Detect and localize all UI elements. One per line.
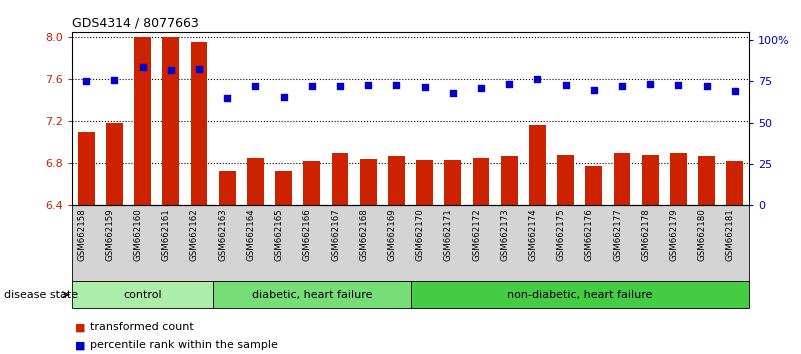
Point — [503, 81, 516, 87]
Bar — [78, 132, 95, 205]
Point — [80, 78, 93, 84]
Text: GSM662170: GSM662170 — [416, 208, 425, 261]
Bar — [473, 158, 489, 205]
Point — [333, 83, 346, 88]
Bar — [670, 153, 687, 205]
Text: GSM662166: GSM662166 — [303, 208, 312, 261]
Point — [249, 84, 262, 89]
Bar — [727, 161, 743, 205]
Text: GSM662176: GSM662176 — [585, 208, 594, 261]
Bar — [417, 160, 433, 205]
Text: GSM662163: GSM662163 — [218, 208, 227, 261]
Text: disease state: disease state — [4, 290, 78, 300]
Point — [164, 67, 177, 73]
Text: GSM662167: GSM662167 — [331, 208, 340, 261]
Point — [728, 88, 741, 93]
Bar — [276, 171, 292, 205]
Bar — [332, 153, 348, 205]
Text: non-diabetic, heart failure: non-diabetic, heart failure — [507, 290, 653, 300]
Point — [108, 77, 121, 83]
Bar — [698, 156, 715, 205]
Bar — [445, 160, 461, 205]
Text: GSM662171: GSM662171 — [444, 208, 453, 261]
Point — [531, 76, 544, 82]
Bar — [529, 125, 545, 205]
Text: GDS4314 / 8077663: GDS4314 / 8077663 — [72, 16, 199, 29]
Bar — [642, 155, 658, 205]
Bar — [106, 123, 123, 205]
Text: GSM662177: GSM662177 — [613, 208, 622, 261]
Point — [221, 95, 234, 101]
Text: GSM662178: GSM662178 — [642, 208, 650, 261]
Point — [418, 84, 431, 90]
Text: GSM662174: GSM662174 — [529, 208, 537, 261]
Point — [700, 83, 713, 88]
Text: GSM662181: GSM662181 — [726, 208, 735, 261]
Point — [559, 82, 572, 87]
Text: GSM662164: GSM662164 — [247, 208, 256, 261]
Point — [362, 82, 375, 87]
Bar — [134, 37, 151, 205]
Bar — [360, 159, 376, 205]
Bar — [388, 156, 405, 205]
Point — [616, 83, 629, 88]
Text: diabetic, heart failure: diabetic, heart failure — [252, 290, 372, 300]
Point — [277, 94, 290, 100]
Text: GSM662175: GSM662175 — [557, 208, 566, 261]
Text: GSM662169: GSM662169 — [388, 208, 396, 261]
Point — [390, 82, 403, 87]
Bar — [304, 161, 320, 205]
Point — [475, 85, 488, 91]
Point — [587, 87, 600, 92]
Bar — [247, 158, 264, 205]
Text: GSM662158: GSM662158 — [77, 208, 87, 261]
Text: GSM662162: GSM662162 — [190, 208, 199, 261]
Bar — [191, 42, 207, 205]
Text: GSM662173: GSM662173 — [500, 208, 509, 261]
Text: transformed count: transformed count — [90, 322, 194, 332]
Text: ■: ■ — [74, 322, 85, 332]
Text: ■: ■ — [74, 340, 85, 350]
Text: percentile rank within the sample: percentile rank within the sample — [90, 340, 278, 350]
Text: control: control — [123, 290, 162, 300]
Point — [192, 66, 205, 72]
Text: GSM662168: GSM662168 — [359, 208, 368, 261]
Text: GSM662160: GSM662160 — [134, 208, 143, 261]
Text: GSM662165: GSM662165 — [275, 208, 284, 261]
Point — [305, 83, 318, 88]
Bar — [557, 155, 574, 205]
Text: GSM662159: GSM662159 — [106, 208, 115, 261]
Text: GSM662172: GSM662172 — [472, 208, 481, 261]
Bar — [614, 153, 630, 205]
Point — [446, 90, 459, 96]
Point — [644, 81, 657, 87]
Point — [672, 82, 685, 87]
Text: GSM662179: GSM662179 — [670, 208, 678, 261]
Point — [136, 64, 149, 70]
Bar — [501, 156, 517, 205]
Bar — [163, 37, 179, 205]
Bar — [586, 166, 602, 205]
Bar — [219, 171, 235, 205]
Text: GSM662180: GSM662180 — [698, 208, 706, 261]
Text: GSM662161: GSM662161 — [162, 208, 171, 261]
